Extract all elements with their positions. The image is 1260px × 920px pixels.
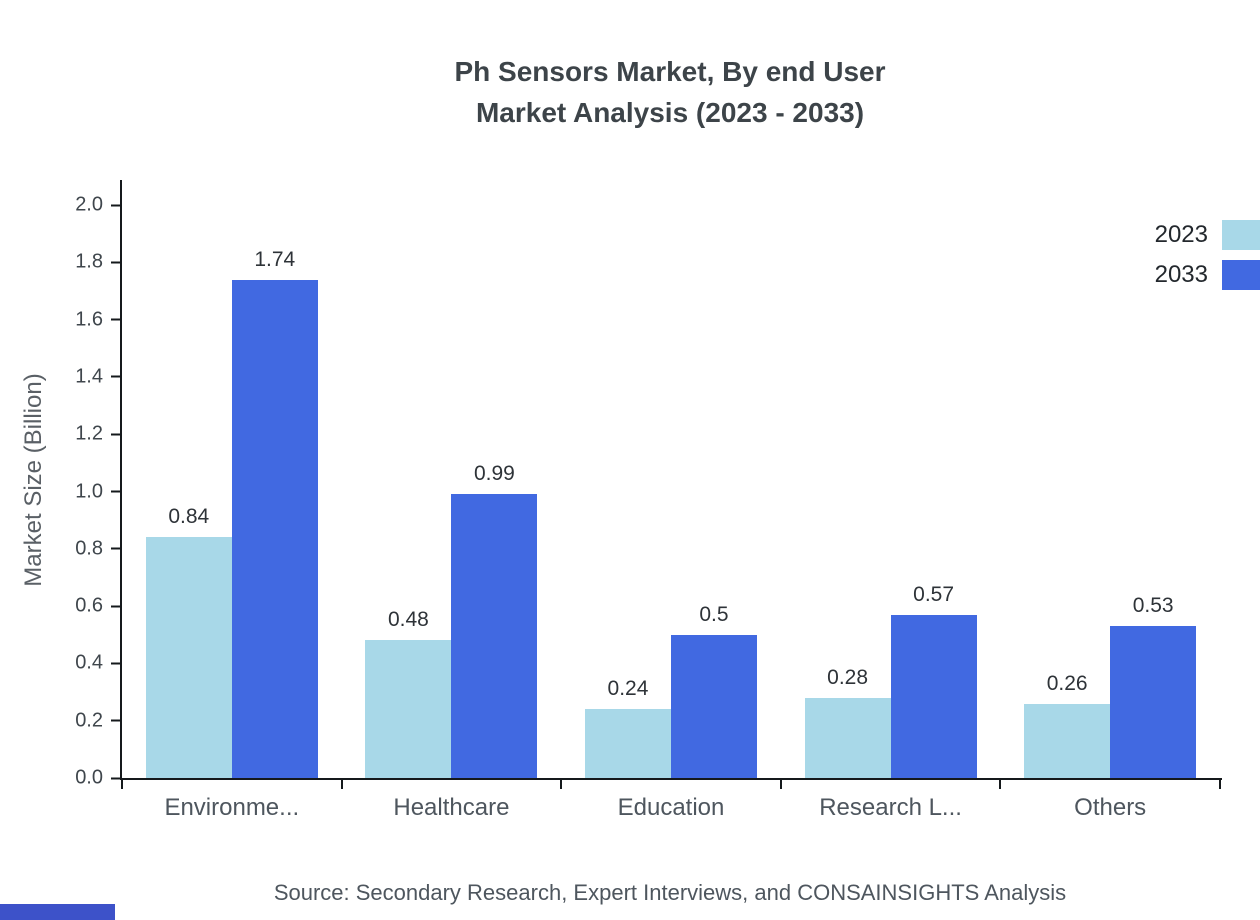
x-axis-line [120, 778, 1222, 780]
bar-group-2: 0.48 0.99 [342, 205, 562, 778]
bar-2023-cat5[interactable]: 0.26 [1024, 672, 1111, 778]
bar-2033-cat2[interactable]: 0.99 [451, 462, 538, 778]
chart-title-line2: Market Analysis (2023 - 2033) [475, 96, 865, 128]
source-text: Source: Secondary Research, Expert Inter… [273, 880, 1067, 905]
bar-value-label: 0.28 [827, 665, 869, 689]
y-axis-ticks: 0.0 0.2 0.4 0.6 0.8 1.0 1.2 1.4 1.6 1.8 2.0 [0, 194, 120, 789]
y-tick-label: 0.0 [75, 766, 103, 789]
y-tick: 1.6 [75, 308, 120, 331]
y-tick-mark [111, 777, 120, 779]
y-tick: 0.2 [75, 709, 120, 732]
y-tick: 2.0 [75, 194, 120, 217]
bar-group-3: 0.24 0.5 [561, 205, 781, 778]
chart-title: Ph Sensors Market, By end User Market An… [0, 52, 1260, 133]
bar-value-label: 0.99 [473, 462, 515, 486]
y-tick-label: 1.4 [75, 365, 103, 388]
x-category-label-3: Education [617, 794, 725, 821]
bar-2023-cat3[interactable]: 0.24 [584, 677, 671, 778]
y-tick-label: 1.2 [75, 422, 103, 445]
y-tick: 1.2 [75, 423, 120, 446]
y-tick-mark [111, 318, 120, 321]
x-tick [340, 780, 343, 789]
y-tick: 1.0 [75, 480, 120, 503]
bar-2033-cat4[interactable]: 0.57 [890, 583, 977, 778]
y-tick: 1.8 [75, 251, 120, 274]
y-tick: 0.0 [75, 767, 120, 790]
legend-label: 2023 [1154, 221, 1208, 248]
y-tick-mark [111, 605, 120, 608]
y-tick-mark [111, 662, 120, 665]
y-tick-mark [111, 261, 120, 264]
bar-value-label: 0.53 [1132, 594, 1174, 618]
x-axis-labels: Environme... Healthcare Education Research … [122, 794, 1220, 822]
legend-label: 2033 [1154, 261, 1208, 288]
bar-2023-cat1[interactable]: 0.84 [145, 505, 232, 778]
bar-2023-cat2[interactable]: 0.48 [365, 608, 452, 778]
y-tick-label: 1.8 [75, 250, 103, 273]
bar-value-label: 0.48 [387, 608, 429, 632]
y-tick-label: 0.8 [75, 537, 103, 560]
y-axis-line [120, 180, 122, 780]
y-tick-mark [111, 547, 120, 550]
y-tick-label: 0.4 [75, 651, 103, 674]
bar-value-label: 0.24 [607, 677, 649, 701]
footer-accent-bar [0, 904, 115, 920]
x-category-label-1: Environme... [164, 794, 300, 821]
y-tick-label: 0.6 [75, 594, 103, 617]
plot-area: 0.84 1.74 0.48 0.99 0.24 0.5 0.28 0.57 0.26 0.53 [122, 205, 1220, 778]
bar-value-label: 0.57 [913, 582, 955, 606]
y-tick-mark [111, 204, 120, 206]
x-category-label-4: Research L... [819, 794, 962, 821]
legend: 2023 2033 [1155, 220, 1260, 290]
bar-value-label: 0.5 [699, 602, 729, 626]
legend-swatch [1222, 220, 1260, 250]
x-tick [999, 780, 1002, 789]
legend-swatch [1222, 260, 1260, 290]
y-tick: 1.4 [75, 365, 120, 388]
bar-value-label: 1.74 [254, 247, 296, 271]
x-tick [560, 780, 563, 789]
y-tick-mark [111, 490, 120, 493]
legend-item-2033[interactable]: 2033 [1155, 260, 1260, 290]
y-tick-label: 0.2 [75, 709, 103, 732]
legend-item-2023[interactable]: 2023 [1155, 220, 1260, 250]
y-tick-label: 1.6 [75, 308, 103, 331]
bar-2033-cat1[interactable]: 1.74 [231, 248, 318, 778]
bar-2033-cat3[interactable]: 0.5 [670, 603, 757, 778]
y-tick-label: 2.0 [75, 193, 103, 216]
bar-group-1: 0.84 1.74 [122, 205, 342, 778]
y-tick-mark [111, 375, 120, 378]
chart-title-line1: Ph Sensors Market, By end User [454, 56, 886, 87]
x-category-label-5: Others [1074, 794, 1147, 821]
bar-2023-cat4[interactable]: 0.28 [804, 666, 891, 778]
y-tick-mark [111, 433, 120, 436]
chart-canvas: Market Size (Billion) 0.0 0.2 0.4 0.6 0.8 1.0… [0, 180, 1260, 789]
y-tick: 0.4 [75, 652, 120, 675]
bar-group-4: 0.28 0.57 [781, 205, 1001, 778]
x-category-label-2: Healthcare [393, 794, 510, 821]
bar-value-label: 0.26 [1046, 671, 1088, 695]
bar-group-5: 0.26 0.53 [1000, 205, 1220, 778]
x-tick [1219, 780, 1221, 789]
y-tick: 0.6 [75, 595, 120, 618]
x-axis-ticks [121, 780, 1221, 789]
y-tick: 0.8 [75, 537, 120, 560]
x-tick [121, 780, 123, 789]
y-tick-mark [111, 719, 120, 722]
bar-2033-cat5[interactable]: 0.53 [1110, 594, 1197, 778]
y-tick-label: 1.0 [75, 480, 103, 502]
bar-value-label: 0.84 [168, 505, 210, 529]
x-tick [779, 780, 782, 789]
